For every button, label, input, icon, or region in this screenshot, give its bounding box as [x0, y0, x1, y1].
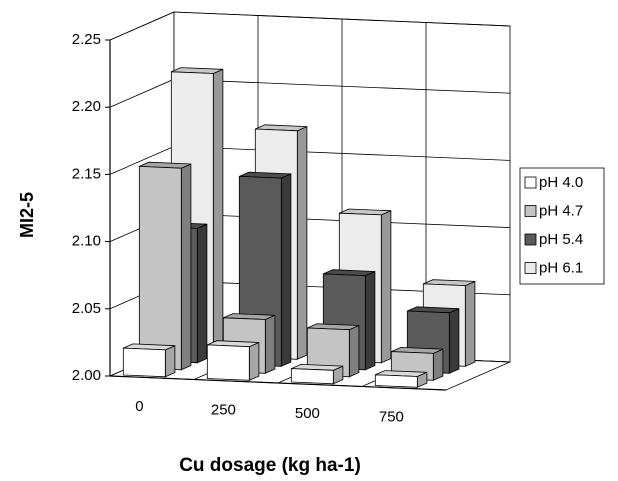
bar-side-shade [333, 366, 343, 384]
x-axis [109, 375, 447, 391]
y-tick-label: 2.05 [72, 300, 101, 317]
bar-side-shade [281, 173, 291, 367]
legend-swatch [524, 233, 537, 246]
bar-side-shade [197, 224, 207, 363]
x-tick-label: 750 [379, 409, 404, 426]
x-tick-label: 0 [135, 398, 143, 415]
y-tick-label: 2.25 [72, 31, 101, 48]
bar-side-shade [465, 281, 475, 367]
bar-side-shade [433, 349, 443, 381]
legend-label: pH 6.1 [539, 259, 583, 276]
y-tick-label: 2.20 [72, 98, 101, 115]
grid-line [109, 11, 511, 41]
bar-side-shade [249, 342, 259, 381]
x-tick-label: 500 [295, 405, 320, 422]
legend-swatch [524, 176, 537, 189]
y-axis-label: MI2-5 [17, 192, 37, 238]
bar [374, 374, 418, 388]
bar-side-shade [181, 164, 191, 370]
bar-side-shade [365, 271, 375, 370]
bar-side-shade [381, 210, 391, 363]
bar-side-shade [165, 345, 175, 377]
bar-side-shade [213, 69, 223, 356]
bar-side-shade [297, 126, 307, 360]
y-tick-label: 2.10 [72, 233, 101, 250]
y-tick-label: 2.15 [72, 165, 101, 182]
bar [138, 165, 182, 371]
legend-label: pH 4.7 [539, 202, 583, 219]
y-tick-label: 2.00 [72, 367, 101, 384]
legend-swatch [524, 262, 537, 274]
bar-side-shade [349, 325, 359, 377]
x-tick-label: 250 [211, 402, 236, 419]
legend-label: pH 5.4 [539, 231, 583, 248]
bar [290, 368, 334, 385]
bar-side-shade [417, 372, 427, 388]
x-axis-label: Cu dosage (kg ha-1) [179, 455, 361, 476]
legend-label: pH 4.0 [539, 174, 583, 191]
legend-swatch [524, 205, 537, 217]
bar-side-shade [265, 315, 275, 374]
bar [206, 344, 250, 381]
bar-side-shade [449, 308, 459, 374]
bar [122, 347, 166, 378]
